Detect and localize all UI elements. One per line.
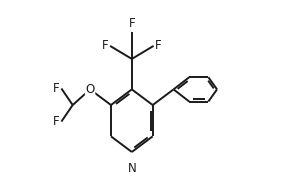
Text: F: F — [128, 17, 135, 30]
Text: F: F — [155, 39, 162, 52]
Text: F: F — [53, 115, 60, 128]
Text: F: F — [102, 39, 108, 52]
Text: N: N — [128, 162, 136, 175]
Text: O: O — [86, 83, 95, 96]
Text: F: F — [53, 82, 60, 95]
